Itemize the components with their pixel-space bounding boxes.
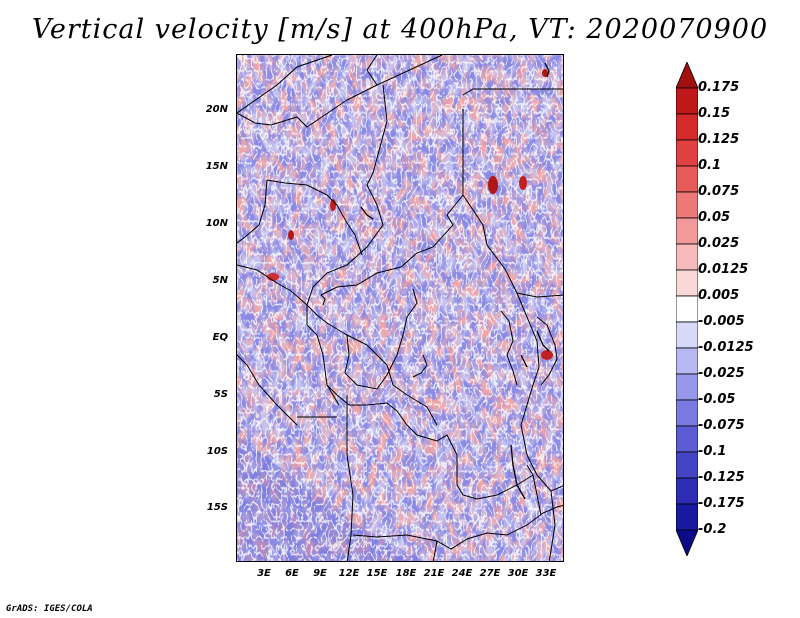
colorbar-segment: [676, 217, 698, 245]
colorbar-segment: [676, 321, 698, 349]
lat-label-20n: 20N: [205, 104, 228, 115]
colorbar-label-0: 0.175: [698, 80, 740, 95]
colorbar-segment: [676, 269, 698, 297]
colorbar-segment: [676, 113, 698, 141]
lon-label-9e: 9E: [313, 568, 327, 579]
lon-label-18e: 18E: [395, 568, 417, 579]
lat-label-10n: 10N: [205, 218, 228, 229]
colorbar-segment: [676, 477, 698, 505]
colorbar-label-17: -0.2: [698, 522, 727, 537]
lat-label-5s: 5S: [213, 389, 228, 400]
colorbar-segment: [676, 347, 698, 375]
vertical-velocity-field: [237, 55, 563, 561]
lakes: [360, 62, 550, 500]
colorbar-label-1: 0.15: [698, 106, 731, 121]
colorbar-segment: [676, 295, 698, 323]
colorbar-label-11: -0.025: [698, 366, 745, 381]
lon-label-27e: 27E: [479, 568, 501, 579]
lon-label-30e: 30E: [507, 568, 529, 579]
colorbar-label-16: -0.175: [698, 496, 745, 511]
country-borders: [237, 55, 563, 561]
lon-label-12e: 12E: [338, 568, 360, 579]
colorbar-label-5: 0.05: [698, 210, 731, 225]
colorbar-label-14: -0.1: [698, 444, 727, 459]
colorbar-segment: [676, 425, 698, 453]
lat-label-10s: 10S: [206, 446, 228, 457]
colorbar-label-10: -0.0125: [698, 340, 754, 355]
lat-label-eq: EQ: [212, 332, 228, 343]
colorbar-label-3: 0.1: [698, 158, 722, 173]
lat-label-15s: 15S: [206, 502, 228, 513]
colorbar-label-2: 0.125: [698, 132, 740, 147]
lon-label-21e: 21E: [423, 568, 445, 579]
colorbar-segment: [676, 399, 698, 427]
lat-label-5n: 5N: [212, 275, 228, 286]
convective-cells: [267, 69, 553, 360]
colorbar-segment: [676, 62, 698, 89]
lon-label-3e: 3E: [257, 568, 271, 579]
map-plot-area: [236, 54, 564, 562]
colorbar-segment: [676, 87, 698, 115]
colorbar-label-12: -0.05: [698, 392, 736, 407]
colorbar-segment: [676, 451, 698, 479]
colorbar-label-15: -0.125: [698, 470, 745, 485]
colorbar-segment: [676, 529, 698, 556]
lon-label-33e: 33E: [535, 568, 557, 579]
grads-credit: GrADS: IGES/COLA: [6, 604, 93, 614]
colorbar-label-4: 0.075: [698, 184, 740, 199]
colorbar: [676, 62, 698, 556]
near-zero-speckles: [237, 55, 563, 561]
colorbar-segment: [676, 191, 698, 219]
colorbar-segment: [676, 139, 698, 167]
colorbar-segment: [676, 243, 698, 271]
colorbar-label-7: 0.0125: [698, 262, 749, 277]
colorbar-label-9: -0.005: [698, 314, 745, 329]
colorbar-label-6: 0.025: [698, 236, 740, 251]
lon-label-15e: 15E: [366, 568, 388, 579]
colorbar-label-13: -0.075: [698, 418, 745, 433]
colorbar-segment: [676, 165, 698, 193]
colorbar-segment: [676, 373, 698, 401]
lon-label-24e: 24E: [451, 568, 473, 579]
lon-label-6e: 6E: [285, 568, 299, 579]
colorbar-label-8: 0.005: [698, 288, 740, 303]
map-title: Vertical velocity [m/s] at 400hPa, VT: 2…: [31, 14, 769, 45]
lat-label-15n: 15N: [205, 161, 228, 172]
colorbar-segment: [676, 503, 698, 531]
